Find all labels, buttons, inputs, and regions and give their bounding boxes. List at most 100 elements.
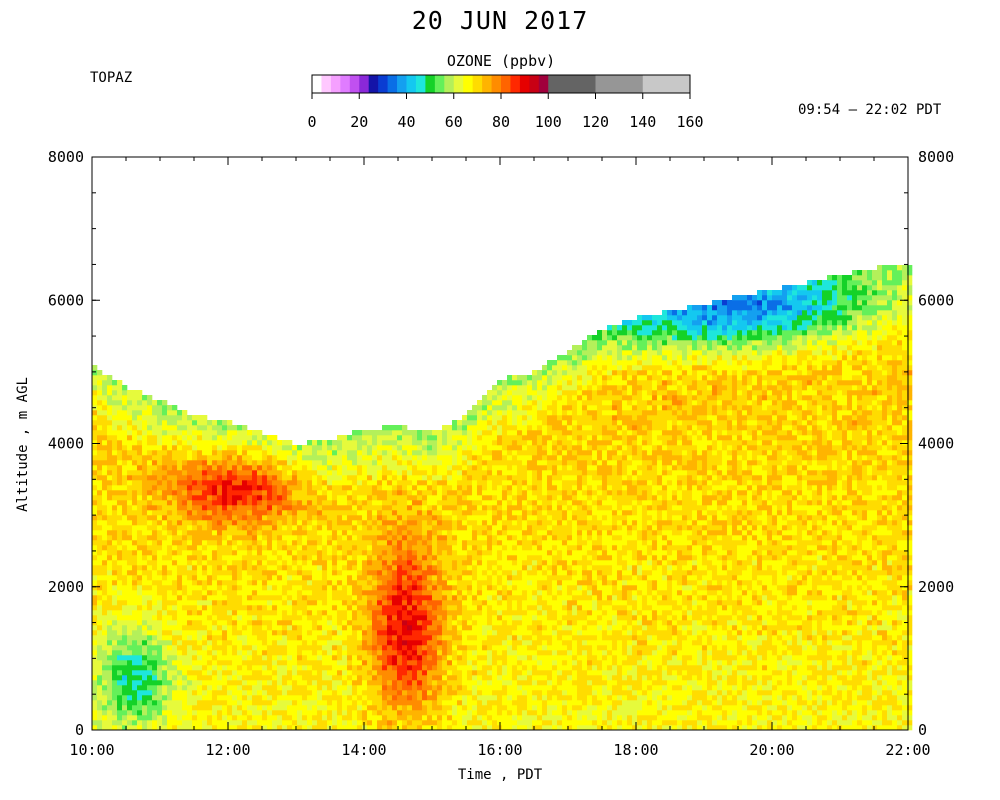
ozone-cell xyxy=(302,655,308,661)
ozone-cell xyxy=(137,535,143,541)
ozone-cell xyxy=(487,690,493,696)
ozone-cell xyxy=(307,490,313,496)
ozone-cell xyxy=(442,460,448,466)
ozone-cell xyxy=(162,720,168,726)
ozone-cell xyxy=(332,575,338,581)
ozone-cell xyxy=(187,710,193,716)
ozone-cell xyxy=(162,550,168,556)
ozone-cell xyxy=(132,525,138,531)
ozone-cell xyxy=(107,565,113,571)
ozone-cell xyxy=(112,535,118,541)
ozone-cell xyxy=(477,645,483,651)
ozone-cell xyxy=(242,505,248,511)
ozone-cell xyxy=(457,550,463,556)
ozone-cell xyxy=(312,690,318,696)
ozone-cell xyxy=(312,695,318,701)
ozone-cell xyxy=(342,465,348,471)
ozone-cell xyxy=(132,605,138,611)
ozone-cell xyxy=(332,610,338,616)
ozone-cell xyxy=(352,600,358,606)
ozone-cell xyxy=(142,520,148,526)
ozone-cell xyxy=(457,580,463,586)
ozone-cell xyxy=(137,580,143,586)
ozone-cell xyxy=(337,695,343,701)
ozone-cell xyxy=(417,480,423,486)
ozone-cell xyxy=(282,585,288,591)
ozone-cell xyxy=(292,505,298,511)
ozone-cell xyxy=(437,715,443,721)
ozone-cell xyxy=(287,595,293,601)
ozone-cell xyxy=(192,520,198,526)
ozone-cell xyxy=(332,490,338,496)
ozone-cell xyxy=(262,660,268,666)
ozone-cell xyxy=(442,605,448,611)
ozone-cell xyxy=(367,560,373,566)
ozone-cell xyxy=(262,555,268,561)
ozone-cell xyxy=(97,610,103,616)
ozone-cell xyxy=(162,510,168,516)
ozone-cell xyxy=(262,460,268,466)
ozone-cell xyxy=(232,570,238,576)
ozone-cell xyxy=(327,510,333,516)
ozone-cell xyxy=(342,565,348,571)
ozone-cell xyxy=(222,725,228,731)
ozone-cell xyxy=(417,570,423,576)
ozone-cell xyxy=(402,670,408,676)
ozone-cell xyxy=(207,650,213,656)
ozone-cell xyxy=(372,465,378,471)
ozone-cell xyxy=(137,660,143,666)
ozone-cell xyxy=(92,655,98,661)
ozone-cell xyxy=(262,640,268,646)
ozone-cell xyxy=(292,610,298,616)
ozone-cell xyxy=(407,445,413,451)
ozone-cell xyxy=(137,600,143,606)
ozone-cell xyxy=(107,430,113,436)
ozone-cell xyxy=(127,505,133,511)
ozone-cell xyxy=(402,625,408,631)
ozone-cell xyxy=(462,635,468,641)
ozone-cell xyxy=(362,565,368,571)
ozone-cell xyxy=(322,480,328,486)
ozone-cell xyxy=(307,625,313,631)
ozone-cell xyxy=(447,685,453,691)
ozone-cell xyxy=(372,710,378,716)
ozone-cell xyxy=(162,660,168,666)
ozone-cell xyxy=(387,495,393,501)
ozone-cell xyxy=(307,620,313,626)
ozone-cell xyxy=(322,460,328,466)
ozone-cell xyxy=(187,440,193,446)
ozone-cell xyxy=(152,510,158,516)
ozone-cell xyxy=(392,470,398,476)
ozone-cell xyxy=(447,715,453,721)
ozone-cell xyxy=(427,460,433,466)
ozone-cell xyxy=(242,565,248,571)
ozone-cell xyxy=(242,520,248,526)
ozone-cell xyxy=(392,625,398,631)
ozone-cell xyxy=(477,565,483,571)
ozone-cell xyxy=(347,570,353,576)
ozone-cell xyxy=(467,685,473,691)
ozone-cell xyxy=(272,670,278,676)
ozone-cell xyxy=(432,640,438,646)
ozone-cell xyxy=(472,660,478,666)
ozone-cell xyxy=(227,725,233,731)
ozone-cell xyxy=(122,720,128,726)
ozone-cell xyxy=(292,685,298,691)
ozone-cell xyxy=(242,595,248,601)
ozone-cell xyxy=(192,415,198,421)
ozone-cell xyxy=(242,425,248,431)
ozone-cell xyxy=(272,610,278,616)
ozone-cell xyxy=(272,635,278,641)
ozone-cell xyxy=(97,505,103,511)
ozone-cell xyxy=(402,570,408,576)
ozone-cell xyxy=(122,540,128,546)
ozone-cell xyxy=(147,555,153,561)
ozone-cell xyxy=(182,525,188,531)
ozone-cell xyxy=(112,395,118,401)
ozone-cell xyxy=(442,685,448,691)
ozone-cell xyxy=(422,565,428,571)
ozone-cell xyxy=(352,660,358,666)
ozone-cell xyxy=(397,430,403,436)
ozone-cell xyxy=(482,715,488,721)
ozone-cell xyxy=(297,500,303,506)
